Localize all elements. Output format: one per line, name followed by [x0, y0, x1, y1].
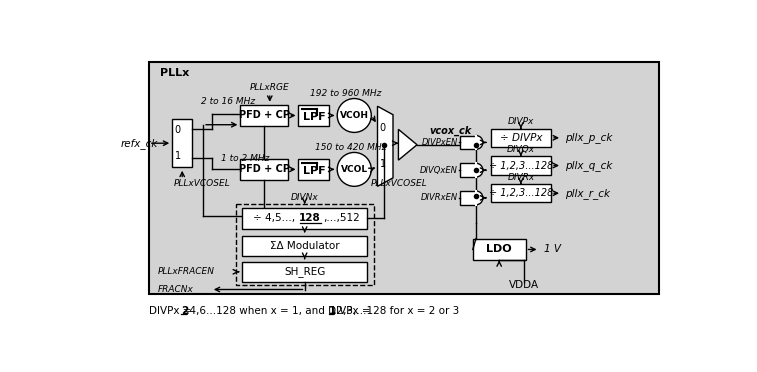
- Text: ΣΔ Modulator: ΣΔ Modulator: [269, 241, 339, 251]
- Text: pllx_p_ck: pllx_p_ck: [565, 132, 612, 143]
- Text: LPF: LPF: [303, 166, 326, 176]
- Text: DIVRxEN: DIVRxEN: [421, 193, 458, 202]
- Text: FRACNx: FRACNx: [158, 285, 194, 294]
- Text: 192 to 960 MHz: 192 to 960 MHz: [310, 89, 382, 99]
- Text: 128: 128: [299, 213, 321, 223]
- Text: DIVPxEN: DIVPxEN: [422, 138, 458, 147]
- Text: VCOH: VCOH: [340, 111, 369, 120]
- Text: 2 to 16 MHz: 2 to 16 MHz: [201, 97, 255, 106]
- Text: 0: 0: [174, 125, 181, 135]
- Text: SH_REG: SH_REG: [284, 266, 326, 277]
- Text: 150 to 420 MHz: 150 to 420 MHz: [315, 143, 386, 152]
- Bar: [491, 129, 551, 147]
- Text: PLLx: PLLx: [160, 68, 189, 78]
- Text: ,...,512: ,...,512: [322, 213, 360, 223]
- Bar: [240, 158, 288, 180]
- Wedge shape: [476, 191, 483, 205]
- Text: PFD + CP: PFD + CP: [239, 164, 290, 174]
- Text: DIVPx: DIVPx: [508, 117, 534, 126]
- Bar: [460, 135, 476, 150]
- Bar: [298, 105, 329, 126]
- Text: refx_ck: refx_ck: [121, 138, 158, 149]
- Text: ÷ 4,5...,: ÷ 4,5...,: [254, 213, 295, 223]
- Text: ,2,3,...128 for x = 2 or 3: ,2,3,...128 for x = 2 or 3: [333, 307, 459, 317]
- Bar: [240, 105, 288, 126]
- Circle shape: [337, 99, 371, 132]
- Text: ÷ 1,2,3...128: ÷ 1,2,3...128: [489, 161, 553, 170]
- Text: PLLxRGE: PLLxRGE: [250, 83, 290, 92]
- Text: ÷ 1,2,3...128: ÷ 1,2,3...128: [489, 188, 553, 198]
- Text: LDO: LDO: [486, 244, 512, 254]
- Bar: [298, 158, 329, 180]
- Bar: [172, 119, 192, 167]
- Text: DIVPx =: DIVPx =: [149, 307, 195, 317]
- Bar: [460, 163, 476, 177]
- Text: 1: 1: [380, 159, 386, 169]
- Text: PLLxVCOSEL: PLLxVCOSEL: [173, 179, 230, 188]
- Text: VCOL: VCOL: [341, 165, 368, 174]
- Polygon shape: [398, 129, 417, 160]
- Bar: [149, 62, 659, 294]
- Bar: [491, 156, 551, 175]
- Text: 0: 0: [380, 123, 386, 133]
- Bar: [460, 191, 476, 205]
- Text: DIVRx: DIVRx: [507, 173, 534, 182]
- Text: 1 to 2 MHz: 1 to 2 MHz: [221, 154, 269, 163]
- Text: 1 V: 1 V: [544, 244, 561, 254]
- Text: ÷ DIVPx: ÷ DIVPx: [500, 133, 542, 143]
- Text: LPF: LPF: [303, 112, 326, 122]
- Text: pllx_q_ck: pllx_q_ck: [565, 160, 612, 171]
- Circle shape: [337, 153, 371, 186]
- Text: 1: 1: [174, 151, 181, 161]
- Text: VDDA: VDDA: [509, 280, 539, 290]
- Text: vcox_ck: vcox_ck: [429, 126, 472, 136]
- Text: pllx_r_ck: pllx_r_ck: [565, 188, 610, 199]
- Text: PLLxVCOSEL: PLLxVCOSEL: [371, 179, 428, 188]
- Text: DIVQx: DIVQx: [507, 145, 535, 154]
- Bar: [242, 235, 367, 256]
- Bar: [473, 239, 525, 260]
- Text: DIVNx: DIVNx: [291, 193, 319, 202]
- Bar: [491, 184, 551, 202]
- Bar: [242, 262, 367, 282]
- Text: PFD + CP: PFD + CP: [239, 110, 290, 121]
- Text: ,4,6...128 when x = 1, and DIVPx =: ,4,6...128 when x = 1, and DIVPx =: [186, 307, 374, 317]
- Polygon shape: [378, 106, 393, 186]
- Bar: [242, 208, 367, 229]
- Text: DIVQxEN: DIVQxEN: [420, 166, 458, 174]
- Text: 1: 1: [329, 307, 336, 317]
- Text: PLLxFRACEN: PLLxFRACEN: [158, 267, 215, 276]
- Wedge shape: [476, 135, 483, 150]
- Text: 2: 2: [182, 307, 188, 317]
- Wedge shape: [476, 163, 483, 177]
- Bar: [235, 204, 374, 285]
